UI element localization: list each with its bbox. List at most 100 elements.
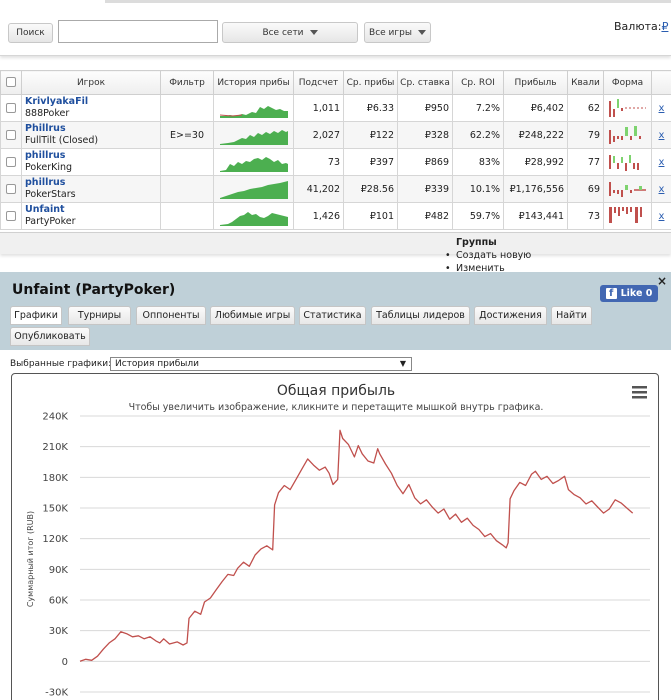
select-all-header[interactable]: [0, 70, 22, 95]
avg-profit-cell: ₽101: [343, 202, 398, 230]
player-name-link[interactable]: Phillrus: [25, 123, 66, 134]
player-network: FullTilt (Closed): [25, 135, 99, 146]
chevron-down-icon: [309, 30, 318, 35]
avg-profit-cell: ₽28.56: [343, 175, 398, 203]
player-detail-panel: Unfaint (PartyPoker) × f Like 0 Графики …: [0, 272, 671, 700]
column-header-form[interactable]: Форма: [603, 70, 652, 95]
form-cell: [603, 94, 652, 122]
player-name-link[interactable]: phillrus: [25, 150, 66, 161]
form-chart: [608, 155, 639, 171]
row-checkbox[interactable]: [6, 184, 16, 194]
profit-cell: ₽1,176,556: [503, 175, 568, 203]
table-row[interactable]: Unfaint PartyPoker 1,426 ₽101 ₽482 59.7% …: [0, 202, 671, 230]
form-chart: [608, 207, 642, 223]
player-network: PartyPoker: [25, 216, 76, 227]
chart-select-value: История прибыли: [115, 359, 199, 369]
column-header-player[interactable]: Игрок: [21, 70, 161, 95]
column-header-avg-profit[interactable]: Ср. прибы: [343, 70, 398, 95]
chart-subtitle: Чтобы увеличить изображение, кликните и …: [129, 402, 544, 413]
row-checkbox[interactable]: [6, 157, 16, 167]
profit-cell: ₽248,222: [503, 121, 568, 149]
chevron-down-icon: [417, 30, 426, 35]
player-name-link[interactable]: KrivlyakaFil: [25, 96, 89, 107]
column-header-avg-stake[interactable]: Ср. ставка: [397, 70, 453, 95]
table-row[interactable]: KrivlyakaFil 888Poker 1,011 ₽6.33 ₽950 7.…: [0, 94, 671, 122]
profit-chart[interactable]: Общая прибыль Чтобы увеличить изображение…: [12, 374, 659, 700]
count-cell: 1,426: [293, 202, 344, 230]
column-header-quali[interactable]: Квали: [567, 70, 604, 95]
avg-stake-cell: ₽339: [397, 175, 453, 203]
quali-cell: 79: [567, 121, 604, 149]
avg-stake-cell: ₽950: [397, 94, 453, 122]
column-header-count[interactable]: Подсчет: [293, 70, 344, 95]
filter-cell: E>=30: [160, 121, 214, 149]
row-checkbox[interactable]: [6, 211, 16, 221]
chevron-down-icon: ▼: [399, 359, 406, 368]
table-row[interactable]: phillrus PokerKing 73 ₽397 ₽869 83% ₽28,9…: [0, 148, 671, 176]
tab-charts[interactable]: Графики: [10, 306, 62, 325]
player-cell: Unfaint PartyPoker: [21, 202, 161, 230]
player-name-link[interactable]: Unfaint: [25, 204, 65, 215]
filter-cell: [160, 148, 214, 176]
profit-cell: ₽143,441: [503, 202, 568, 230]
groups-create-link[interactable]: Создать новую: [445, 249, 531, 262]
remove-player-link[interactable]: x: [658, 156, 665, 168]
table-row[interactable]: Phillrus FullTilt (Closed) E>=30 2,027 ₽1…: [0, 121, 671, 149]
search-button[interactable]: Поиск: [8, 23, 53, 43]
row-checkbox-cell[interactable]: [0, 175, 22, 203]
row-checkbox-cell[interactable]: [0, 148, 22, 176]
player-name-link[interactable]: phillrus: [25, 177, 66, 188]
y-tick-label: -30K: [45, 688, 68, 699]
row-checkbox[interactable]: [6, 103, 16, 113]
tab-achievements[interactable]: Достижения: [474, 306, 547, 325]
player-network: PokerKing: [25, 162, 73, 173]
select-all-checkbox[interactable]: [6, 77, 16, 88]
profit-history-sparkline-cell: [213, 175, 294, 203]
table-row[interactable]: phillrus PokerStars 41,202 ₽28.56 ₽339 10…: [0, 175, 671, 203]
charts-tab-content: Выбранные графики: История прибыли ▼ Общ…: [0, 350, 671, 700]
currency-label: Валюта:: [614, 20, 662, 33]
row-checkbox-cell[interactable]: [0, 202, 22, 230]
remove-player-link[interactable]: x: [658, 183, 665, 195]
remove-player-link[interactable]: x: [658, 210, 665, 222]
facebook-like-button[interactable]: f Like 0: [600, 285, 658, 302]
tab-find[interactable]: Найти: [551, 306, 592, 325]
remove-player-link[interactable]: x: [658, 102, 665, 114]
profit-history-sparkline-cell: [213, 94, 294, 122]
currency-symbol-link[interactable]: ₽: [661, 20, 669, 33]
y-tick-label: 150K: [42, 504, 68, 515]
tab-opponents[interactable]: Оппоненты: [136, 306, 206, 325]
column-header-avg-roi[interactable]: Ср. ROI: [452, 70, 504, 95]
count-cell: 73: [293, 148, 344, 176]
row-checkbox[interactable]: [6, 130, 16, 140]
row-checkbox-cell[interactable]: [0, 121, 22, 149]
profit-chart-container[interactable]: Общая прибыль Чтобы увеличить изображение…: [11, 373, 659, 700]
tab-leaderboards[interactable]: Таблицы лидеров: [371, 306, 470, 325]
tab-publish[interactable]: Опубликовать: [10, 327, 90, 346]
remove-player-link[interactable]: x: [658, 129, 665, 141]
tab-statistics[interactable]: Статистика: [299, 306, 366, 325]
table-footer: [0, 232, 671, 254]
chart-select[interactable]: История прибыли ▼: [110, 357, 412, 371]
column-header-profit-history[interactable]: История прибы: [213, 70, 294, 95]
tab-favorite-games[interactable]: Любимые игры: [210, 306, 295, 325]
avg-profit-cell: ₽397: [343, 148, 398, 176]
players-table: Игрок Фильтр История прибы Подсчет Ср. п…: [0, 70, 671, 230]
search-input[interactable]: [58, 20, 218, 43]
tab-tournaments[interactable]: Турниры: [68, 306, 131, 325]
y-tick-label: 240K: [42, 412, 68, 423]
remove-cell: x: [651, 202, 671, 230]
games-select[interactable]: Все игры: [364, 22, 431, 43]
column-header-filter[interactable]: Фильтр: [160, 70, 214, 95]
networks-select[interactable]: Все сети: [222, 22, 358, 43]
row-checkbox-cell[interactable]: [0, 94, 22, 122]
close-icon[interactable]: ×: [656, 274, 667, 288]
column-header-profit[interactable]: Прибыль: [503, 70, 568, 95]
roi-cell: 83%: [452, 148, 504, 176]
player-network: PokerStars: [25, 189, 76, 200]
facebook-like-icon: f: [605, 288, 617, 299]
top-scrollbar-strip[interactable]: [105, 0, 671, 3]
groups-edit-link[interactable]: Изменить: [445, 262, 531, 275]
player-detail-title: Unfaint (PartyPoker): [12, 282, 176, 298]
